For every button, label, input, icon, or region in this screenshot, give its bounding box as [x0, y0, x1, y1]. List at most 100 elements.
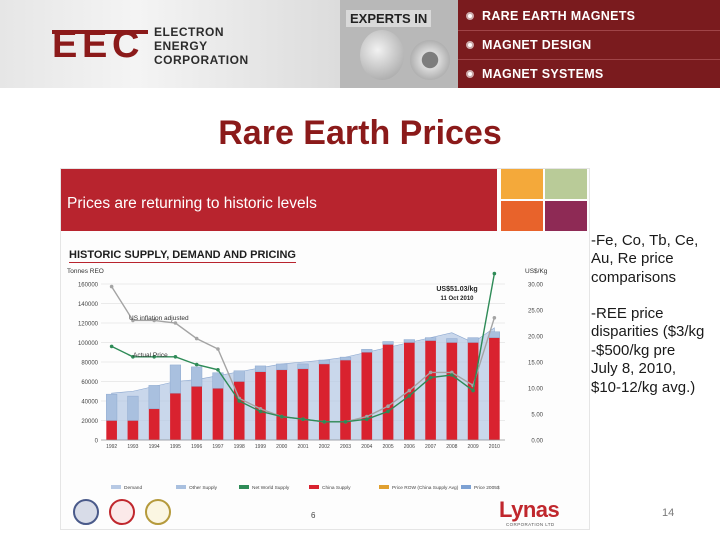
- china-supply-bar: [106, 420, 117, 440]
- menu-item-magnet-design[interactable]: MAGNET DESIGN: [458, 30, 720, 58]
- menu-item-label: MAGNET SYSTEMS: [482, 66, 604, 81]
- price-point: [258, 409, 263, 414]
- legend-label: Demand: [124, 485, 142, 491]
- other-supply-bar: [233, 370, 245, 382]
- legend-label: Net World Supply: [252, 485, 290, 491]
- note-ree-disparities: -REE price disparities ($3/kg -$500/kg p…: [591, 305, 705, 396]
- price-point: [471, 388, 475, 393]
- x-tick-label: 1995: [170, 444, 181, 450]
- price-point: [364, 417, 369, 421]
- right-tick-label: 20.00: [528, 335, 544, 341]
- magnet-ring-image: [410, 40, 450, 80]
- price-point: [131, 318, 135, 323]
- slide-number: 14: [662, 507, 675, 519]
- price-point: [279, 414, 284, 419]
- other-supply-bar: [127, 395, 139, 421]
- other-supply-bar: [212, 372, 224, 389]
- company-name-line-3: CORPORATION: [154, 53, 249, 67]
- gold-seal-icon: [145, 499, 171, 525]
- price-point: [109, 344, 114, 349]
- slide-page-number: 6: [311, 511, 316, 520]
- price-point: [216, 347, 220, 351]
- logo-stripe: [52, 30, 148, 34]
- other-supply-bar: [254, 365, 267, 373]
- other-supply-bar: [339, 356, 352, 361]
- legend-swatch: [239, 485, 249, 489]
- color-tile-red-orange: [501, 201, 543, 231]
- other-supply-bar: [148, 385, 160, 410]
- china-supply-bar: [233, 381, 245, 440]
- legend-swatch: [111, 485, 121, 489]
- left-tick-label: 40000: [81, 400, 98, 406]
- x-tick-label: 2000: [276, 444, 287, 450]
- chart-title: HISTORIC SUPPLY, DEMAND AND PRICING: [69, 249, 296, 263]
- x-tick-label: 1993: [127, 444, 138, 450]
- price-point: [109, 284, 114, 289]
- china-supply-bar: [276, 369, 288, 440]
- chart-annotations: US inflation adjusted Actual Price US$51.0…: [129, 286, 478, 359]
- other-supply-bar: [425, 337, 437, 341]
- legend-label: Price ROW (China Supply Avg): [392, 485, 459, 491]
- x-tick-label: 2002: [319, 444, 330, 450]
- company-name-line-1: ELECTRON: [154, 25, 224, 39]
- page-title: Rare Earth Prices: [218, 114, 502, 152]
- other-supply-bar: [276, 363, 288, 371]
- china-supply-bar: [297, 368, 309, 440]
- menu-item-rare-earth-magnets[interactable]: RARE EARTH MAGNETS: [458, 2, 720, 30]
- other-supply-bar: [488, 331, 500, 338]
- legend-label: Price 2005$: [474, 485, 500, 491]
- magnet-cylinder-image: [360, 30, 404, 80]
- china-supply-bar: [340, 360, 351, 440]
- x-tick-label: 2007: [425, 444, 436, 450]
- right-tick-label: 10.00: [528, 387, 544, 393]
- price-point: [173, 355, 178, 359]
- x-tick-label: 1998: [234, 444, 245, 450]
- price-point: [173, 321, 178, 325]
- company-logo[interactable]: E E C ELECTRON ENERGY CORPORATION: [0, 0, 340, 88]
- left-tick-label: 120000: [78, 322, 99, 328]
- x-tick-label: 2010: [489, 444, 500, 450]
- legend-swatch: [461, 485, 471, 489]
- slide-footer: 6 Lynas CORPORATION LTD: [61, 495, 591, 531]
- other-supply-bar: [297, 363, 309, 370]
- left-tick-label: 80000: [81, 361, 98, 367]
- china-supply-bar: [127, 420, 139, 440]
- left-tick-label: 60000: [81, 380, 98, 386]
- china-supply-bar: [212, 388, 224, 440]
- other-supply-bar: [403, 339, 415, 343]
- price-point: [450, 373, 454, 377]
- menu-item-magnet-systems[interactable]: MAGNET SYSTEMS: [458, 59, 720, 87]
- legend-swatch: [309, 485, 319, 489]
- price-point: [216, 368, 220, 372]
- ned-certification-icon: [73, 499, 99, 525]
- price-point: [492, 271, 497, 276]
- left-tick-label: 0: [95, 439, 99, 445]
- other-supply-bar: [191, 366, 203, 387]
- left-tick-label: 140000: [78, 302, 99, 308]
- x-tick-label: 2009: [468, 444, 479, 450]
- legend-swatch: [176, 485, 186, 489]
- china-supply-bar: [255, 371, 266, 440]
- x-tick-label: 1999: [255, 444, 266, 450]
- legend-label: Other Supply: [189, 485, 218, 491]
- price-point: [194, 336, 199, 341]
- china-supply-bar: [446, 342, 458, 440]
- note-price-comparisons: -Fe, Co, Tb, Ce, Au, Re price comparison…: [591, 232, 699, 286]
- legend-swatch: [379, 485, 389, 489]
- price-lines: [109, 271, 497, 424]
- bullet-icon: [466, 12, 474, 20]
- bullet-icon: [466, 40, 474, 49]
- x-tick-label: 2006: [404, 444, 415, 450]
- supply-demand-price-chart: 0 20000 40000 60000 80000 100000 120000 140000 1…: [67, 268, 548, 491]
- right-tick-label: 30.00: [528, 283, 544, 289]
- right-axis-label: US$/Kg: [525, 268, 548, 275]
- right-tick-label: 0.00: [531, 439, 543, 445]
- price-point: [450, 370, 454, 375]
- china-supply-bar: [170, 393, 181, 440]
- lynas-logo-subtext: CORPORATION LTD: [506, 522, 555, 527]
- color-tile-green: [545, 169, 587, 199]
- other-supply-bar: [467, 337, 479, 343]
- price-point: [301, 417, 305, 421]
- x-tick-label: 2001: [297, 444, 308, 450]
- price-point: [386, 404, 390, 408]
